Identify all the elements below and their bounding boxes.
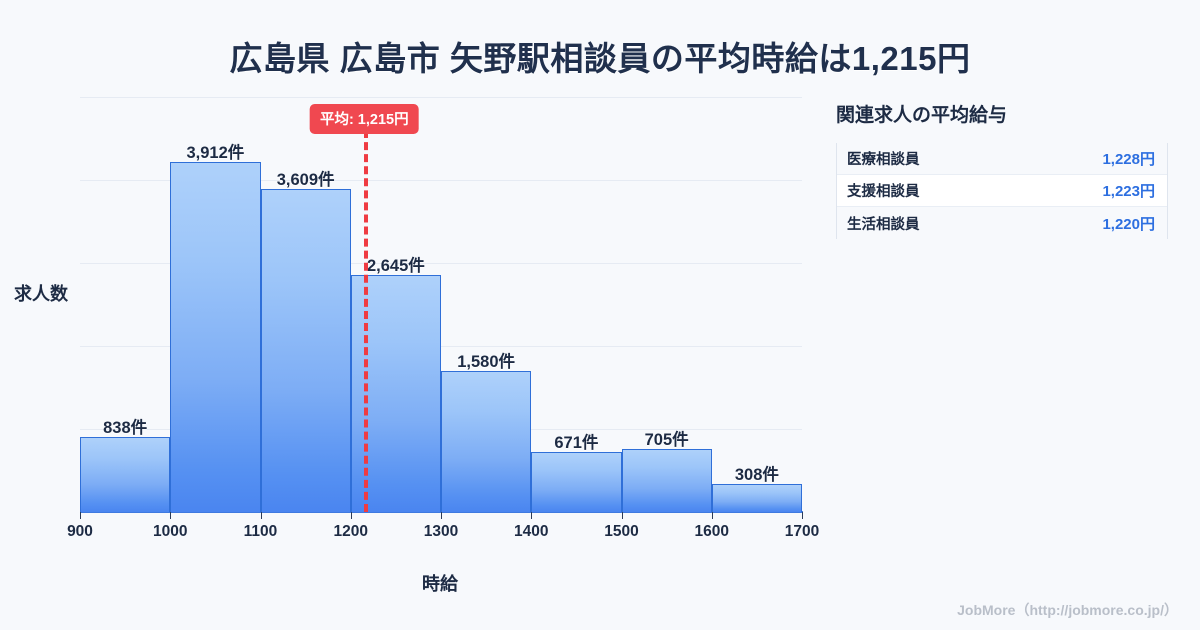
- x-axis-tick-label: 1700: [784, 523, 820, 540]
- job-salary-value: 1,228円: [1102, 151, 1155, 168]
- job-title-label: 支援相談員: [847, 184, 920, 200]
- y-axis-title: 求人数: [14, 284, 68, 304]
- x-axis-tick-label: 1400: [514, 523, 549, 540]
- histogram-bar: [260, 189, 351, 512]
- x-axis-tick: [711, 512, 713, 519]
- histogram-bar: [531, 451, 622, 512]
- related-salary-table: 医療相談員 1,228円支援相談員 1,223円生活相談員 1,220円: [836, 143, 1168, 239]
- x-axis-tick: [621, 512, 623, 519]
- x-axis-title: 時給: [422, 574, 458, 594]
- histogram-bar: [441, 370, 532, 512]
- x-axis-tick-label: 1100: [243, 523, 278, 540]
- x-axis-tick-label: 1200: [333, 523, 368, 540]
- histogram-chart: 838件 3,912件 3,609件 2,645件 1,580件 671件 705件 308件…: [14, 97, 819, 594]
- x-axis-tick: [170, 512, 172, 519]
- x-axis-tick: [441, 512, 442, 519]
- gridline: [80, 180, 802, 181]
- bar-value-label: 308件: [734, 466, 779, 485]
- gridline: [80, 263, 802, 264]
- x-axis-tick: [802, 512, 803, 519]
- gridline: [80, 97, 802, 98]
- x-axis-tick: [531, 512, 533, 519]
- gridline: [80, 346, 802, 347]
- x-axis-tick-label: 1500: [604, 523, 639, 540]
- bar-value-label: 671件: [554, 433, 599, 452]
- bar-value-label: 3,609件: [276, 171, 335, 190]
- bar-value-label: 2,645件: [366, 257, 425, 276]
- x-axis-tick: [260, 512, 262, 519]
- x-axis-tick-label: 900: [67, 523, 93, 540]
- table-row[interactable]: 生活相談員 1,220円: [837, 207, 1167, 239]
- table-row[interactable]: 医療相談員 1,228円: [837, 143, 1167, 175]
- related-salary-heading: 関連求人の平均給与: [836, 105, 1008, 126]
- x-axis-tick: [80, 512, 81, 519]
- x-axis-tick: [350, 512, 352, 519]
- histogram-bar: [80, 437, 171, 512]
- table-row[interactable]: 支援相談員 1,223円: [837, 175, 1167, 207]
- site-watermark: JobMore（http://jobmore.co.jp/）: [957, 602, 1178, 618]
- x-axis-tick-label: 1300: [423, 523, 459, 540]
- page-title: 広島県 広島市 矢野駅相談員の平均時給は1,215円: [229, 40, 971, 77]
- bar-value-label: 838件: [103, 419, 148, 438]
- histogram-bar: [621, 448, 712, 512]
- x-axis-tick-label: 1600: [694, 523, 729, 540]
- job-salary-value: 1,220円: [1102, 215, 1155, 233]
- job-title-label: 生活相談員: [847, 216, 920, 233]
- histogram-bar: [170, 162, 261, 512]
- average-badge: 平均: 1,215円: [309, 104, 419, 134]
- bar-value-label: 1,580件: [457, 352, 516, 371]
- job-salary-value: 1,223円: [1102, 183, 1155, 200]
- bar-value-label: 3,912件: [186, 144, 245, 163]
- average-vline: [364, 130, 369, 512]
- x-axis-tick-label: 1000: [153, 523, 188, 540]
- bar-value-label: 705件: [644, 430, 689, 449]
- histogram-bar: [711, 484, 802, 512]
- job-title-label: 医療相談員: [847, 152, 920, 168]
- related-salary-panel: 関連求人の平均給与 医療相談員 1,228円支援相談員 1,223円生活相談員 1,2…: [836, 100, 1176, 239]
